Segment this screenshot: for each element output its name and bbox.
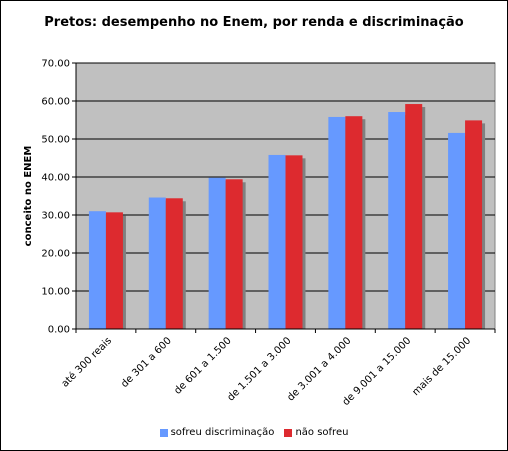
bar-sofreu [88,211,106,329]
x-tick-label: de 9.001 a 15.000 [341,335,414,408]
legend-item: sofreu discriminação [159,427,275,438]
bar-nao-sofreu [405,104,423,329]
x-tick-label: até 300 reais [59,335,114,390]
legend: sofreu discriminação não sofreu [1,427,507,438]
y-tick-label: 30.00 [41,211,70,222]
y-tick-label: 0.00 [48,325,70,336]
x-tick-label: mais de 15.000 [410,335,473,398]
y-tick-label: 20.00 [41,249,70,260]
x-tick-label: de 1.501 a 3.000 [225,335,293,403]
legend-item: não sofreu [284,427,348,438]
y-tick-label: 50.00 [41,135,70,146]
y-tick-label: 40.00 [41,173,70,184]
legend-swatch [159,428,168,437]
x-tick-label: de 601 a 1.500 [172,335,233,396]
y-axis-label: conceito no ENEM [23,146,34,247]
bar-sofreu [328,116,346,330]
y-tick-label: 10.00 [41,287,70,298]
plot-area: 0.00 10.00 20.00 30.00 40.00 50.00 60.00 70.00 c… [23,59,496,408]
bar-nao-sofreu [465,120,483,329]
bar-sofreu [268,154,286,329]
legend-swatch [284,428,293,437]
legend-label: não sofreu [295,427,349,438]
y-tick-label: 60.00 [41,97,70,108]
chart-title: Pretos: desempenho no Enem, por renda e … [44,15,464,30]
bar-sofreu [148,197,166,329]
y-tick-label: 70.00 [41,59,70,70]
legend-label: sofreu discriminação [170,427,275,438]
bar-nao-sofreu [345,116,363,329]
bar-sofreu [448,132,466,329]
bar-nao-sofreu [285,155,303,329]
x-tick-label: de 3.001 a 4.000 [285,335,353,403]
bar-sofreu [388,112,406,330]
bar-nao-sofreu [165,198,183,329]
x-tick-label: de 301 a 600 [119,335,174,390]
bar-nao-sofreu [105,212,123,329]
bar-nao-sofreu [225,179,243,329]
bar-sofreu [208,177,226,329]
